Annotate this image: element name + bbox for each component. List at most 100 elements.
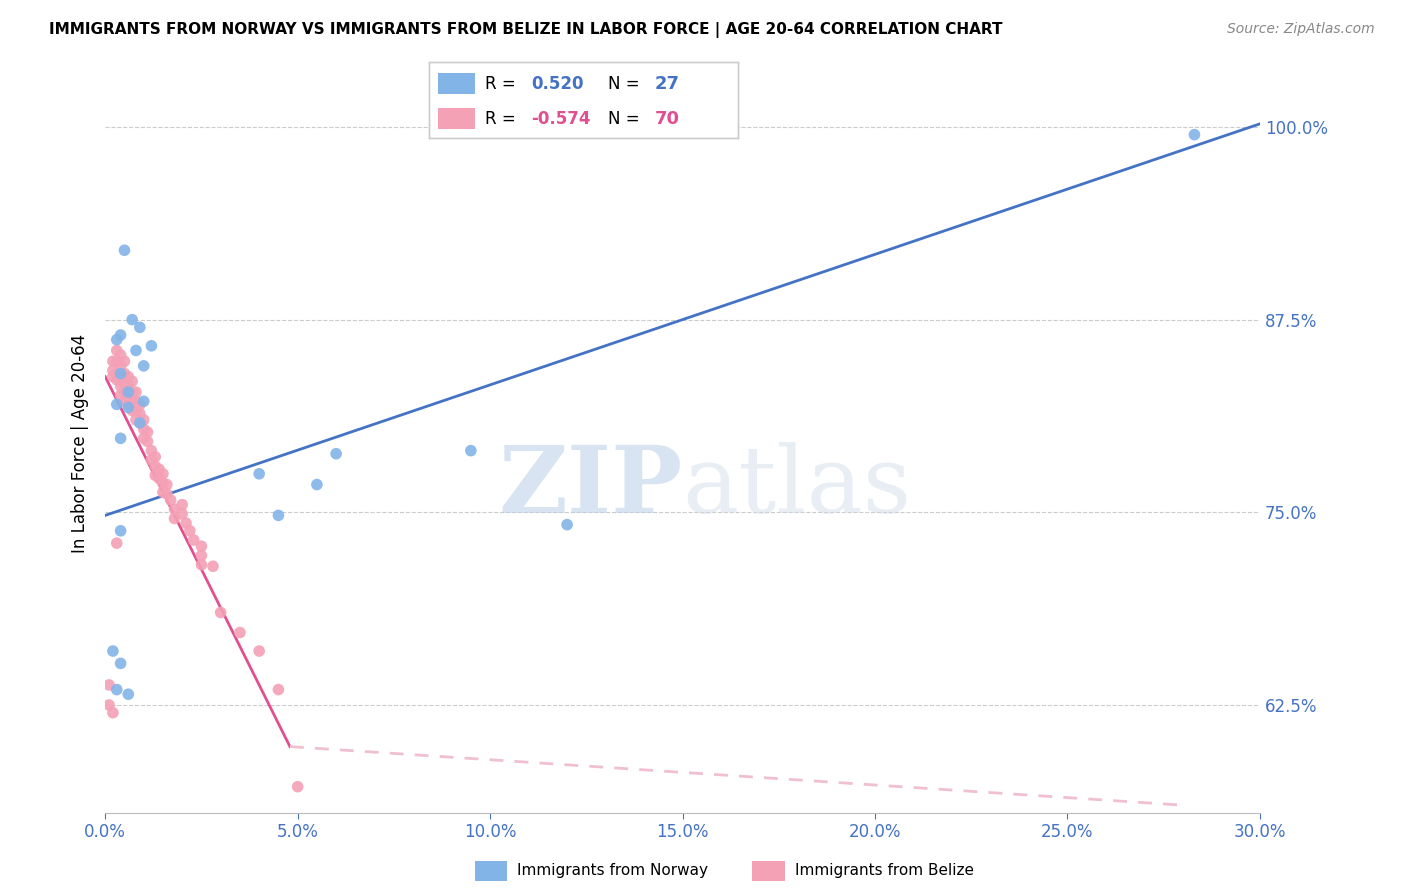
Point xyxy=(114,367,136,381)
Point xyxy=(101,706,124,720)
Point xyxy=(101,644,124,658)
Point xyxy=(143,468,166,483)
Point xyxy=(152,467,174,481)
Point xyxy=(117,388,139,402)
Point xyxy=(247,467,270,481)
Point xyxy=(121,385,143,400)
Point xyxy=(190,539,212,553)
Point xyxy=(105,354,128,368)
Point xyxy=(105,397,128,411)
Point xyxy=(101,363,124,377)
Point xyxy=(121,374,143,388)
Text: N =: N = xyxy=(609,75,645,93)
Point xyxy=(190,558,212,572)
Point xyxy=(132,422,155,436)
Point xyxy=(143,450,166,464)
Text: Immigrants from Belize: Immigrants from Belize xyxy=(796,863,974,878)
Point xyxy=(105,333,128,347)
Point xyxy=(101,369,124,384)
Point xyxy=(114,394,136,409)
Point xyxy=(121,394,143,409)
Text: atlas: atlas xyxy=(682,442,911,533)
Point xyxy=(110,657,132,671)
Point xyxy=(172,498,194,512)
Point xyxy=(114,376,136,390)
Point xyxy=(141,443,163,458)
Point xyxy=(117,369,139,384)
Point xyxy=(110,359,132,373)
Point xyxy=(152,485,174,500)
FancyBboxPatch shape xyxy=(475,861,506,880)
Point xyxy=(132,394,155,409)
Point xyxy=(110,348,132,362)
Point xyxy=(132,359,155,373)
Point xyxy=(117,397,139,411)
Point xyxy=(125,385,148,400)
FancyBboxPatch shape xyxy=(439,108,475,129)
Y-axis label: In Labor Force | Age 20-64: In Labor Force | Age 20-64 xyxy=(72,334,89,552)
Point xyxy=(98,698,121,712)
Text: Immigrants from Norway: Immigrants from Norway xyxy=(517,863,709,878)
Text: IMMIGRANTS FROM NORWAY VS IMMIGRANTS FROM BELIZE IN LABOR FORCE | AGE 20-64 CORR: IMMIGRANTS FROM NORWAY VS IMMIGRANTS FRO… xyxy=(49,22,1002,38)
Point xyxy=(114,244,136,258)
Point xyxy=(172,507,194,521)
Point xyxy=(1184,128,1206,142)
Point xyxy=(128,397,150,411)
Point xyxy=(105,367,128,381)
Point xyxy=(114,354,136,368)
Point xyxy=(128,416,150,430)
Point xyxy=(121,312,143,326)
Point xyxy=(267,508,290,523)
Point xyxy=(143,458,166,473)
Point xyxy=(110,328,132,343)
Point xyxy=(163,502,186,516)
Point xyxy=(183,533,205,547)
Point xyxy=(305,477,328,491)
Point xyxy=(267,682,290,697)
Point xyxy=(179,524,201,538)
Point xyxy=(105,373,128,387)
Point xyxy=(229,625,252,640)
Point xyxy=(117,401,139,415)
Point xyxy=(125,413,148,427)
Text: 70: 70 xyxy=(655,110,679,128)
Point xyxy=(460,443,482,458)
Point xyxy=(136,434,159,449)
Point xyxy=(117,687,139,701)
Text: R =: R = xyxy=(485,110,520,128)
Point xyxy=(209,606,232,620)
FancyBboxPatch shape xyxy=(439,73,475,95)
Text: N =: N = xyxy=(609,110,645,128)
Point xyxy=(201,559,224,574)
Point xyxy=(156,477,179,491)
Point xyxy=(128,407,150,421)
Point xyxy=(141,453,163,467)
Point xyxy=(110,379,132,393)
Point xyxy=(148,471,170,485)
Point xyxy=(125,403,148,417)
Point xyxy=(110,524,132,538)
Point xyxy=(136,425,159,439)
Point xyxy=(110,431,132,445)
Point xyxy=(98,678,121,692)
Text: -0.574: -0.574 xyxy=(531,110,591,128)
Point xyxy=(190,549,212,563)
Point xyxy=(247,644,270,658)
Point xyxy=(141,339,163,353)
Text: ZIP: ZIP xyxy=(498,442,682,533)
Point xyxy=(101,354,124,368)
Point xyxy=(163,511,186,525)
Point xyxy=(555,517,578,532)
Point xyxy=(117,379,139,393)
Point xyxy=(110,369,132,384)
Point xyxy=(128,320,150,334)
Point xyxy=(125,343,148,358)
Point xyxy=(110,367,132,381)
Point xyxy=(174,516,197,530)
Point xyxy=(156,487,179,501)
Point xyxy=(325,447,347,461)
Text: 0.520: 0.520 xyxy=(531,75,583,93)
Point xyxy=(114,385,136,400)
Text: Source: ZipAtlas.com: Source: ZipAtlas.com xyxy=(1227,22,1375,37)
FancyBboxPatch shape xyxy=(752,861,785,880)
